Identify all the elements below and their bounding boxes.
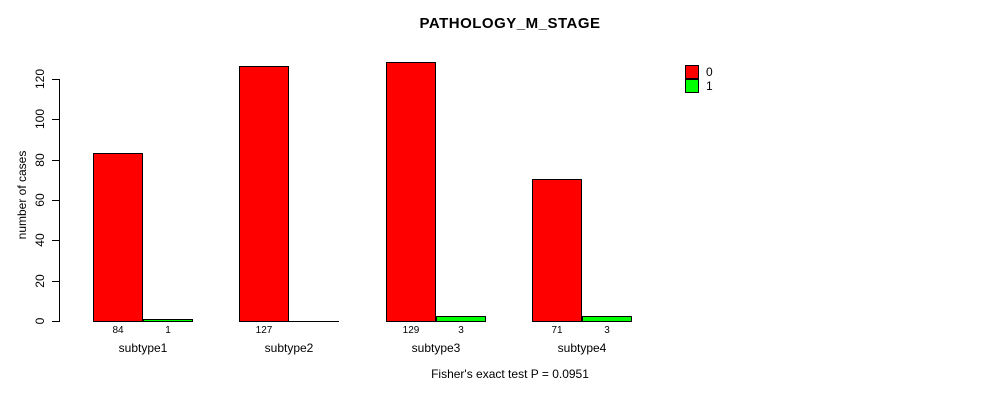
y-tick-label: 120 — [33, 68, 47, 90]
annotation-text: Fisher's exact test P = 0.0951 — [431, 367, 589, 381]
y-tick — [52, 240, 59, 241]
legend-swatch — [685, 65, 699, 79]
x-tick-label: subtype3 — [411, 341, 461, 355]
y-tick-label: 0 — [33, 317, 47, 325]
y-tick-label: 20 — [33, 274, 47, 288]
bar-value-label: 129 — [402, 325, 420, 336]
bar-subtype1-series1 — [143, 319, 193, 322]
x-baseline-segment — [239, 321, 339, 322]
y-tick-label: 60 — [33, 193, 47, 207]
bar-value-label: 1 — [165, 325, 171, 336]
y-tick-label: 40 — [33, 233, 47, 247]
y-tick — [52, 281, 59, 282]
legend-item: 0 — [685, 65, 713, 79]
bar-subtype4-series1 — [582, 316, 632, 322]
x-tick-label: subtype1 — [118, 341, 168, 355]
x-tick-label: subtype2 — [264, 341, 314, 355]
chart-title: PATHOLOGY_M_STAGE — [419, 15, 601, 32]
y-tick — [52, 200, 59, 201]
legend-swatch — [685, 79, 699, 93]
bar-value-label: 3 — [604, 325, 610, 336]
y-tick — [52, 79, 59, 80]
y-tick — [52, 160, 59, 161]
y-axis-title: number of cases — [15, 150, 29, 240]
y-tick-label: 100 — [33, 108, 47, 130]
bar-value-label: 71 — [551, 325, 563, 336]
bar-subtype2-series0 — [239, 66, 289, 322]
bar-subtype3-series1 — [436, 316, 486, 322]
y-tick — [52, 321, 59, 322]
bar-value-label: 127 — [255, 325, 273, 336]
bar-value-label: 3 — [458, 325, 464, 336]
bar-subtype1-series0 — [93, 153, 143, 322]
y-tick-label: 80 — [33, 153, 47, 167]
x-tick-label: subtype4 — [557, 341, 607, 355]
y-tick — [52, 119, 59, 120]
legend-item: 1 — [685, 79, 713, 93]
bar-subtype4-series0 — [532, 179, 582, 322]
legend-label: 0 — [706, 65, 713, 79]
bar-value-label: 84 — [112, 325, 124, 336]
bar-subtype3-series0 — [386, 62, 436, 322]
y-axis-line — [59, 79, 60, 322]
legend-label: 1 — [706, 79, 713, 93]
